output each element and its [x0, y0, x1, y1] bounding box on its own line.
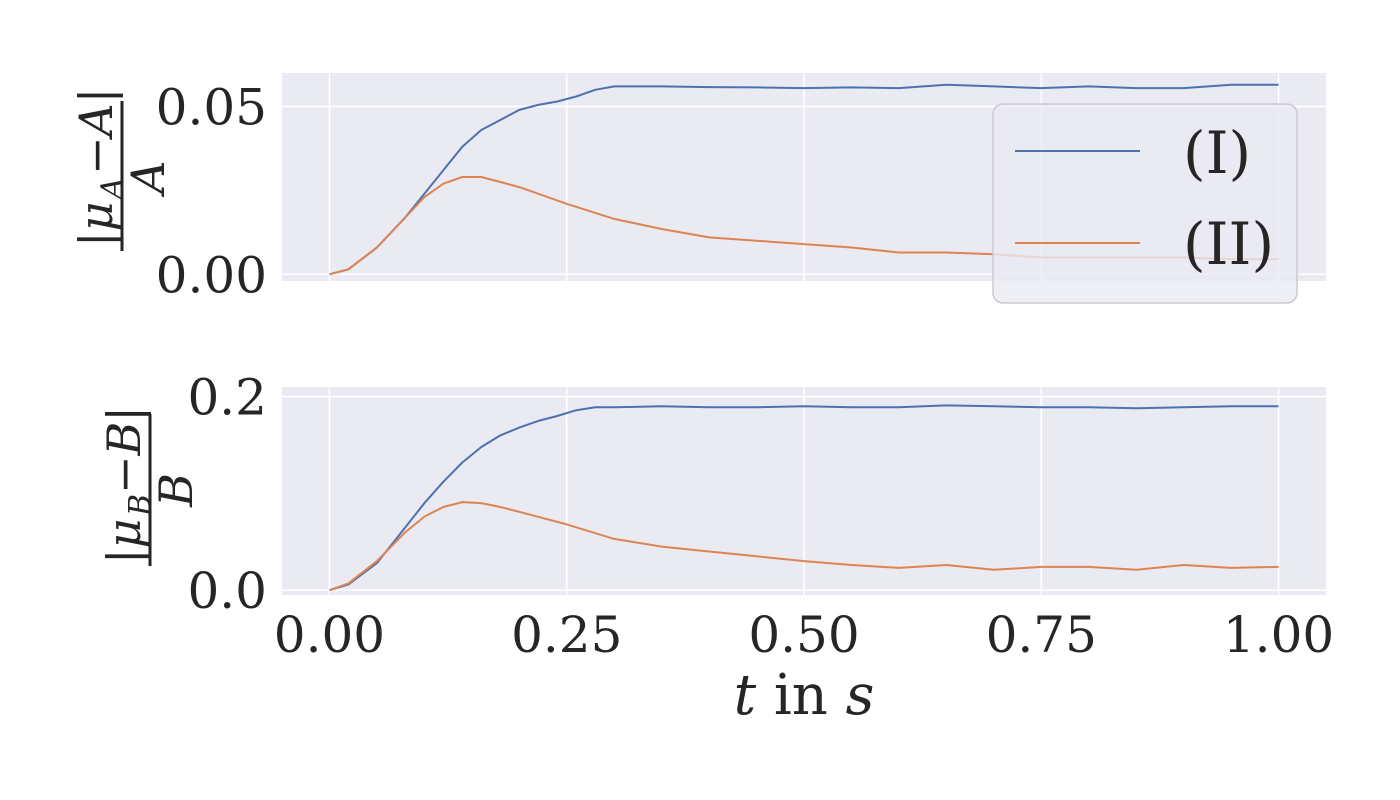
bottom-ylabel-den: B [149, 473, 203, 508]
top-ylabel-num-mu: |μ [69, 202, 123, 247]
top-ytick-label: 0.05 [156, 79, 267, 137]
bottom-ylabel-num-mu: |μ [97, 519, 151, 564]
top-ylabel-num-rest: −A| [69, 88, 123, 175]
x-axis-title-t: t [734, 663, 757, 728]
legend-label-II: (II) [1183, 210, 1274, 278]
top-ytick-label: 0.00 [156, 246, 267, 304]
bottom-gridlines [282, 387, 1326, 595]
xtick-label: 0.25 [511, 606, 622, 664]
bottom-series-line-II [329, 501, 1279, 592]
bottom-ytick-label: 0.2 [187, 369, 267, 427]
xtick-label: 1.00 [1223, 606, 1334, 664]
bottom-series-lines [329, 404, 1279, 592]
xtick-label: 0.50 [748, 606, 859, 664]
bottom-xtick-labels: 0.00 0.25 0.50 0.75 1.00 [274, 606, 1334, 664]
legend-label-I: (I) [1183, 119, 1251, 187]
bottom-series-line-I [329, 404, 1279, 592]
bottom-ylabel-num-rest: −B| [97, 406, 151, 494]
subplot-top: 0.00 0.05 |μ A −A| A (I) (II) [69, 73, 1326, 304]
x-axis-title-mid: in [756, 663, 846, 728]
top-ylabel-num-sub: A [95, 177, 130, 202]
xtick-label: 0.75 [986, 606, 1097, 664]
top-ytick-labels: 0.00 0.05 [156, 79, 267, 305]
x-axis-title-s: s [846, 663, 875, 728]
xtick-label: 0.00 [274, 606, 385, 664]
top-series-line-I [329, 83, 1279, 276]
subplot-bottom: 0.0 0.2 0.00 0.25 0.50 0.75 1.00 |μ B −B| B t… [97, 369, 1334, 728]
x-axis-title: t in s [734, 663, 875, 728]
bottom-ytick-label: 0.0 [187, 562, 267, 620]
legend-box [992, 103, 1298, 304]
bottom-ytick-labels: 0.0 0.2 [187, 369, 267, 620]
top-ylabel: |μ A −A| A [69, 88, 175, 251]
bottom-ylabel: |μ B −B| B [97, 406, 203, 566]
top-ylabel-den: A [121, 160, 175, 197]
legend: (I) (II) [992, 103, 1298, 304]
